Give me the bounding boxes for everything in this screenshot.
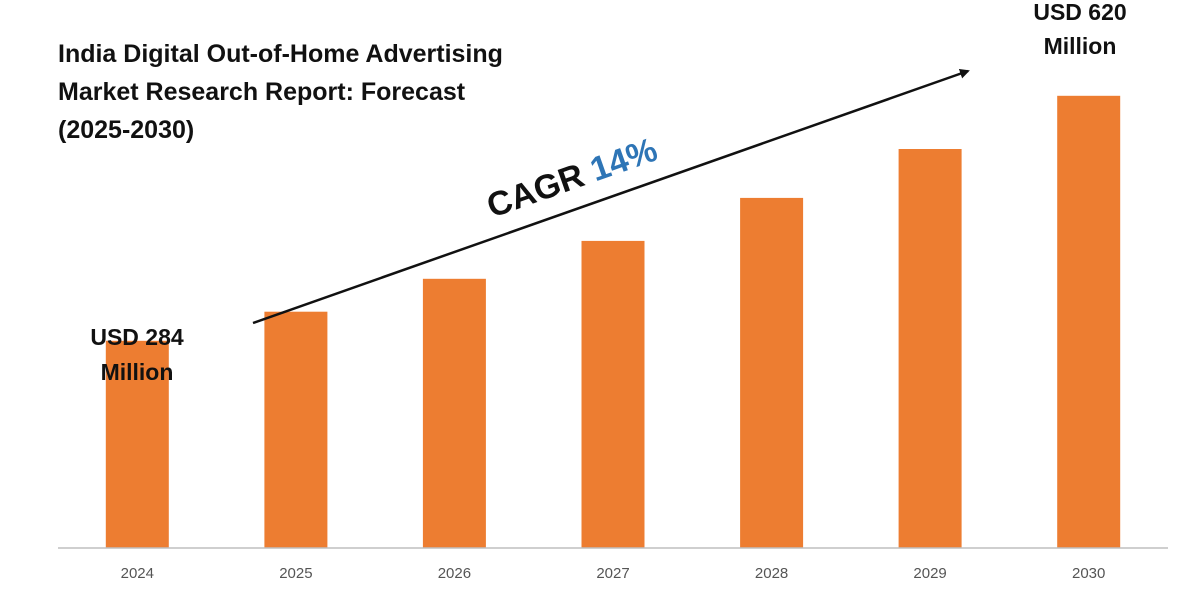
bar-2027 <box>581 240 645 548</box>
x-tick-label-2030: 2030 <box>1072 565 1105 582</box>
x-tick-label-2028: 2028 <box>755 565 788 582</box>
x-axis-tick-labels: 2024 2025 2026 2027 2028 2029 2030 <box>121 565 1106 582</box>
cagr-label: CAGR <box>482 156 589 225</box>
x-tick-label-2024: 2024 <box>121 565 154 582</box>
bar-series <box>105 95 1121 549</box>
growth-trend-arrow <box>252 68 970 325</box>
cagr-value: 14% <box>585 131 662 189</box>
title-line-1: India Digital Out-of-Home Advertising <box>58 40 503 68</box>
bar-2025 <box>264 311 328 548</box>
x-tick-label-2026: 2026 <box>438 565 471 582</box>
start-callout-line-1: USD 284 <box>90 324 184 350</box>
bar-2029 <box>898 149 962 548</box>
bar-2030 <box>1057 95 1121 549</box>
x-tick-label-2025: 2025 <box>279 565 312 582</box>
end-callout-line-2: Million <box>1044 33 1117 59</box>
chart-title: India Digital Out-of-Home Advertising Ma… <box>58 40 503 144</box>
x-tick-label-2029: 2029 <box>913 565 946 582</box>
start-callout-line-2: Million <box>101 359 174 385</box>
end-callout-line-1: USD 620 <box>1033 0 1126 25</box>
start-value-callout: USD 284 Million <box>90 324 184 385</box>
x-tick-label-2027: 2027 <box>596 565 629 582</box>
title-line-2: Market Research Report: Forecast <box>58 78 466 106</box>
bar-2026 <box>422 278 486 548</box>
title-line-3: (2025-2030) <box>58 116 194 144</box>
end-value-callout: USD 620 Million <box>1033 0 1126 59</box>
bar-2024 <box>105 340 169 548</box>
bar-2028 <box>740 197 804 548</box>
